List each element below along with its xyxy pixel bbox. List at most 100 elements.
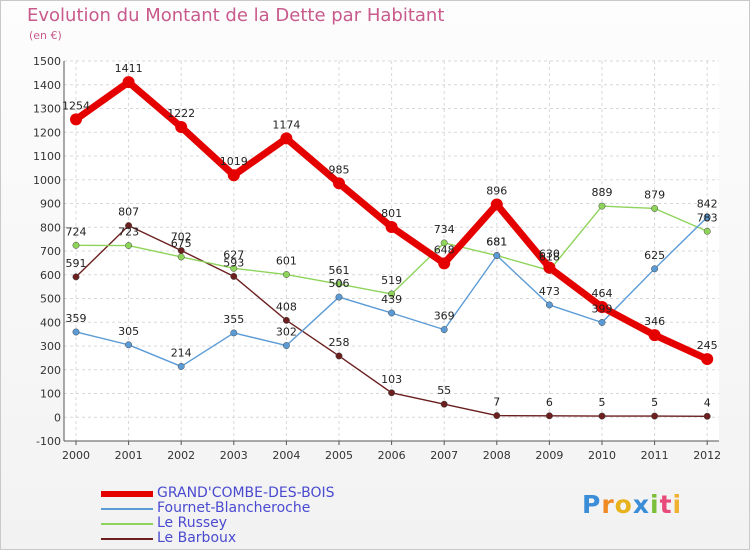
data-label: 464 xyxy=(592,287,613,300)
data-point xyxy=(490,198,503,211)
logo-letter: r xyxy=(601,490,615,519)
data-label: 103 xyxy=(381,373,402,386)
data-point xyxy=(282,342,290,349)
data-point xyxy=(177,253,185,261)
data-point xyxy=(440,326,448,334)
data-point xyxy=(385,221,398,234)
legend-swatch xyxy=(101,538,153,540)
data-label: 1411 xyxy=(115,62,143,75)
data-point xyxy=(596,301,608,314)
data-label: 985 xyxy=(329,163,350,176)
y-tick-label: 1400 xyxy=(33,79,61,92)
data-label: 783 xyxy=(697,211,718,224)
data-label: 807 xyxy=(118,206,139,219)
chart-title: Evolution du Montant de la Dette par Hab… xyxy=(27,5,445,26)
x-tick-label: 2009 xyxy=(535,449,563,462)
data-label: 630 xyxy=(539,248,560,261)
data-label: 681 xyxy=(486,236,507,249)
y-tick-label: 1000 xyxy=(33,174,61,187)
data-label: 519 xyxy=(381,274,402,287)
data-point xyxy=(703,412,711,420)
data-label: 5 xyxy=(599,396,606,409)
y-tick-label: -100 xyxy=(36,435,61,448)
legend-label: GRAND'COMBE-DES-BOIS xyxy=(157,485,335,501)
y-tick-label: 0 xyxy=(54,411,61,424)
data-label: 1254 xyxy=(62,99,90,112)
y-tick-label: 200 xyxy=(40,364,61,377)
data-point xyxy=(335,293,343,301)
data-label: 369 xyxy=(434,310,455,323)
data-point xyxy=(72,328,80,336)
data-point xyxy=(335,352,343,360)
data-label: 1174 xyxy=(272,118,300,131)
data-label: 625 xyxy=(644,249,665,262)
data-label: 302 xyxy=(276,326,297,339)
y-tick-label: 1100 xyxy=(33,150,61,163)
data-point xyxy=(125,242,133,249)
data-point xyxy=(177,362,185,370)
legend-swatch xyxy=(101,523,153,525)
data-point xyxy=(598,202,606,210)
data-point xyxy=(703,213,711,221)
x-tick-label: 2007 xyxy=(430,449,458,462)
data-label: 593 xyxy=(223,256,244,269)
x-tick-label: 2000 xyxy=(62,449,90,462)
data-point xyxy=(125,341,133,349)
x-tick-label: 2010 xyxy=(588,449,616,462)
data-label: 245 xyxy=(697,339,718,352)
logo-letter: o xyxy=(614,490,633,519)
data-label: 734 xyxy=(434,223,455,236)
data-point xyxy=(335,280,343,288)
data-label: 6 xyxy=(546,396,553,409)
data-point xyxy=(543,261,556,274)
logo-letter: t xyxy=(659,490,673,519)
y-tick-label: 800 xyxy=(40,221,61,234)
y-tick-label: 1300 xyxy=(33,103,61,116)
y-tick-label: 600 xyxy=(40,269,61,282)
x-tick-label: 2004 xyxy=(272,449,300,462)
data-point xyxy=(648,329,661,342)
data-label: 473 xyxy=(539,285,560,298)
proxiti-logo: Proxiti xyxy=(582,490,682,519)
legend-swatch xyxy=(101,508,153,510)
data-label: 7 xyxy=(493,396,500,409)
data-label: 675 xyxy=(171,237,192,250)
data-point xyxy=(333,177,345,190)
y-tick-label: 700 xyxy=(40,245,61,258)
data-label: 399 xyxy=(592,302,613,315)
x-tick-label: 2008 xyxy=(483,449,511,462)
data-point xyxy=(280,132,293,145)
data-point xyxy=(545,412,553,420)
data-label: 896 xyxy=(486,184,507,197)
data-label: 359 xyxy=(66,312,87,325)
data-point xyxy=(230,264,238,272)
x-tick-label: 2002 xyxy=(167,449,195,462)
legend-label: Fournet-Blancheroche xyxy=(157,500,311,516)
data-label: 879 xyxy=(644,188,665,201)
data-point xyxy=(388,290,396,298)
legend-swatch xyxy=(101,491,153,497)
data-point xyxy=(282,316,290,324)
logo-letter: i xyxy=(650,490,660,519)
data-point xyxy=(440,400,448,408)
series-lines xyxy=(70,76,714,420)
x-tick-label: 2012 xyxy=(693,449,721,462)
data-point xyxy=(545,301,553,309)
data-point xyxy=(701,353,714,366)
data-point xyxy=(438,257,451,270)
data-point xyxy=(598,319,606,326)
y-axis-ticks: -100 0 100 200 300 400 500 600 700 800 900 1000 1100… xyxy=(33,55,61,448)
data-point xyxy=(175,121,188,134)
data-label: 355 xyxy=(223,313,244,326)
data-label: 4 xyxy=(704,396,711,409)
data-label: 723 xyxy=(118,226,139,239)
data-label: 1019 xyxy=(220,155,248,168)
data-label: 627 xyxy=(223,248,244,261)
data-label: 214 xyxy=(171,346,192,359)
data-label: 724 xyxy=(66,225,87,238)
chart-subtitle: (en €) xyxy=(29,29,62,42)
x-tick-label: 2001 xyxy=(115,449,143,462)
legend-label: Le Russey xyxy=(157,515,228,531)
data-point xyxy=(72,273,80,281)
